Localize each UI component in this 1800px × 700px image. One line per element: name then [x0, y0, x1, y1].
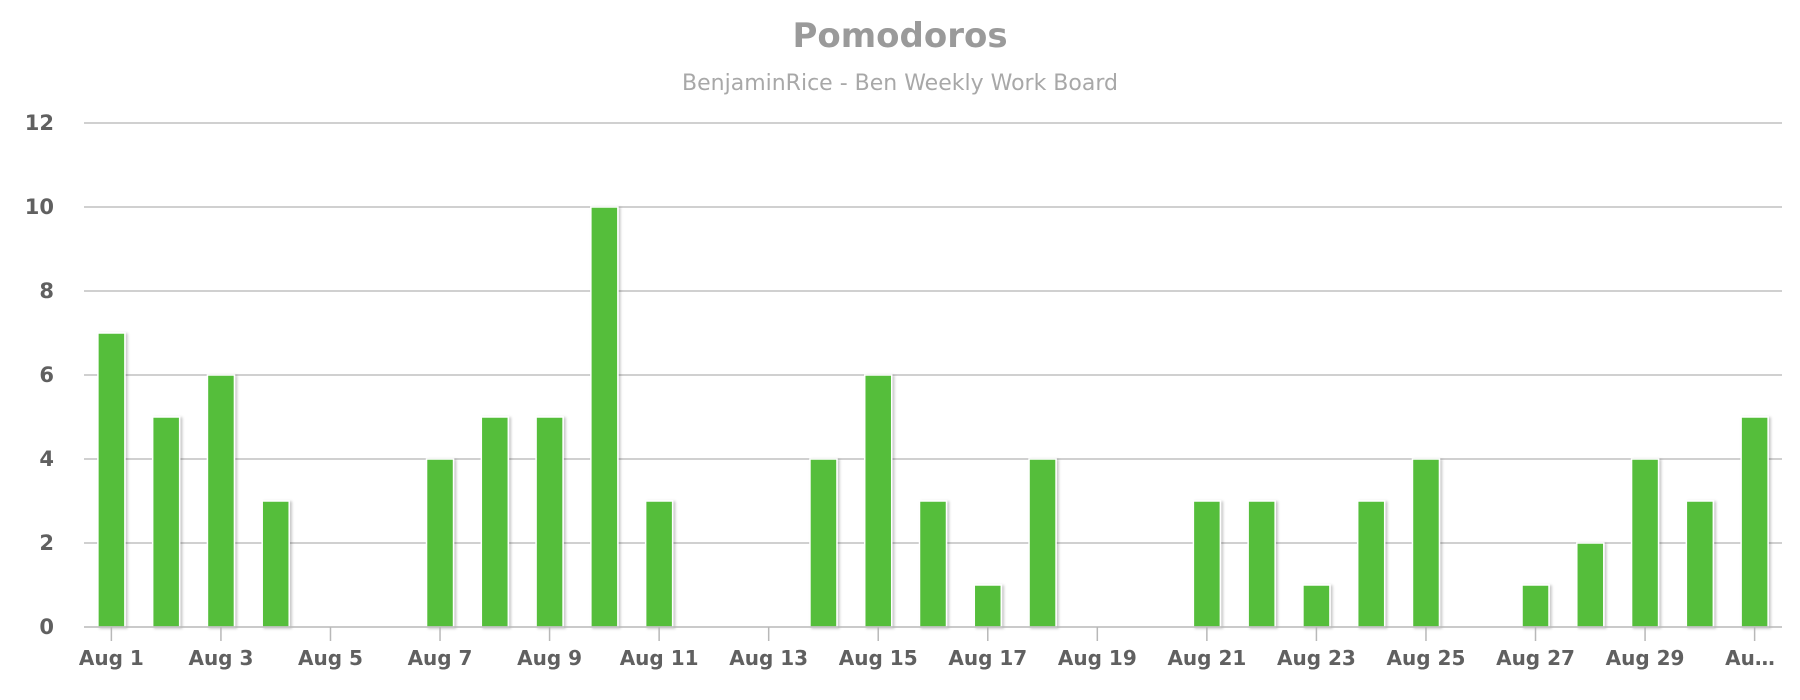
- x-tick-label: Aug 13: [729, 646, 808, 670]
- x-axis: [84, 626, 1782, 641]
- y-tick-label: 8: [39, 279, 54, 303]
- x-tick-label: Aug 15: [839, 646, 918, 670]
- bar[interactable]: [97, 332, 126, 628]
- x-tick-label: Aug 29: [1606, 646, 1685, 670]
- x-tick-label: Aug 1: [79, 646, 144, 670]
- y-tick-label: 6: [39, 363, 54, 387]
- y-axis-labels: 0 2 4 6 8 10 12: [25, 111, 54, 639]
- x-tick-label: Aug 21: [1167, 646, 1246, 670]
- bar[interactable]: [1740, 416, 1769, 628]
- bar[interactable]: [1685, 500, 1715, 628]
- chart-subtitle: BenjaminRice - Ben Weekly Work Board: [682, 71, 1118, 96]
- bar[interactable]: [590, 206, 619, 628]
- x-tick-label: Aug 27: [1496, 646, 1575, 670]
- y-tick-label: 0: [39, 615, 54, 639]
- bar[interactable]: [1576, 542, 1605, 628]
- x-axis-labels: Aug 1 Aug 3 Aug 5 Aug 7 Aug 9 Aug 11 Aug 13 Aug…: [79, 646, 1775, 670]
- bar[interactable]: [1630, 458, 1660, 628]
- x-tick-label: Aug 11: [620, 646, 699, 670]
- bar[interactable]: [535, 416, 564, 628]
- bar[interactable]: [425, 458, 455, 628]
- x-tick-label: Aug 7: [408, 646, 473, 670]
- x-tick-label: Aug 25: [1387, 646, 1466, 670]
- bar[interactable]: [1192, 500, 1222, 628]
- bar[interactable]: [1521, 584, 1550, 628]
- bar[interactable]: [809, 458, 838, 628]
- x-tick-label: Aug 17: [948, 646, 1027, 670]
- bar[interactable]: [1028, 458, 1057, 628]
- bars: [97, 206, 1769, 628]
- bar[interactable]: [1411, 458, 1441, 628]
- gridlines: [84, 122, 1782, 544]
- bar[interactable]: [1247, 500, 1276, 628]
- x-tick-label: Aug 19: [1058, 646, 1137, 670]
- bar[interactable]: [973, 584, 1003, 628]
- x-tick-label: Aug 5: [298, 646, 363, 670]
- y-tick-label: 10: [25, 195, 54, 219]
- y-tick-label: 2: [39, 531, 54, 555]
- bar[interactable]: [151, 416, 181, 628]
- bar[interactable]: [206, 374, 236, 628]
- y-tick-label: 12: [25, 111, 54, 135]
- x-tick-label: Au…: [1725, 646, 1775, 670]
- bar[interactable]: [1302, 584, 1331, 628]
- bar[interactable]: [1356, 500, 1386, 628]
- chart-title: Pomodoros: [792, 16, 1007, 56]
- bar[interactable]: [918, 500, 948, 628]
- x-tick-label: Aug 23: [1277, 646, 1356, 670]
- x-tick-label: Aug 9: [517, 646, 582, 670]
- bar[interactable]: [863, 374, 893, 628]
- x-tick-label: Aug 3: [188, 646, 253, 670]
- bar[interactable]: [480, 416, 510, 628]
- bar[interactable]: [261, 500, 290, 628]
- y-tick-label: 4: [39, 447, 54, 471]
- bar[interactable]: [644, 500, 674, 628]
